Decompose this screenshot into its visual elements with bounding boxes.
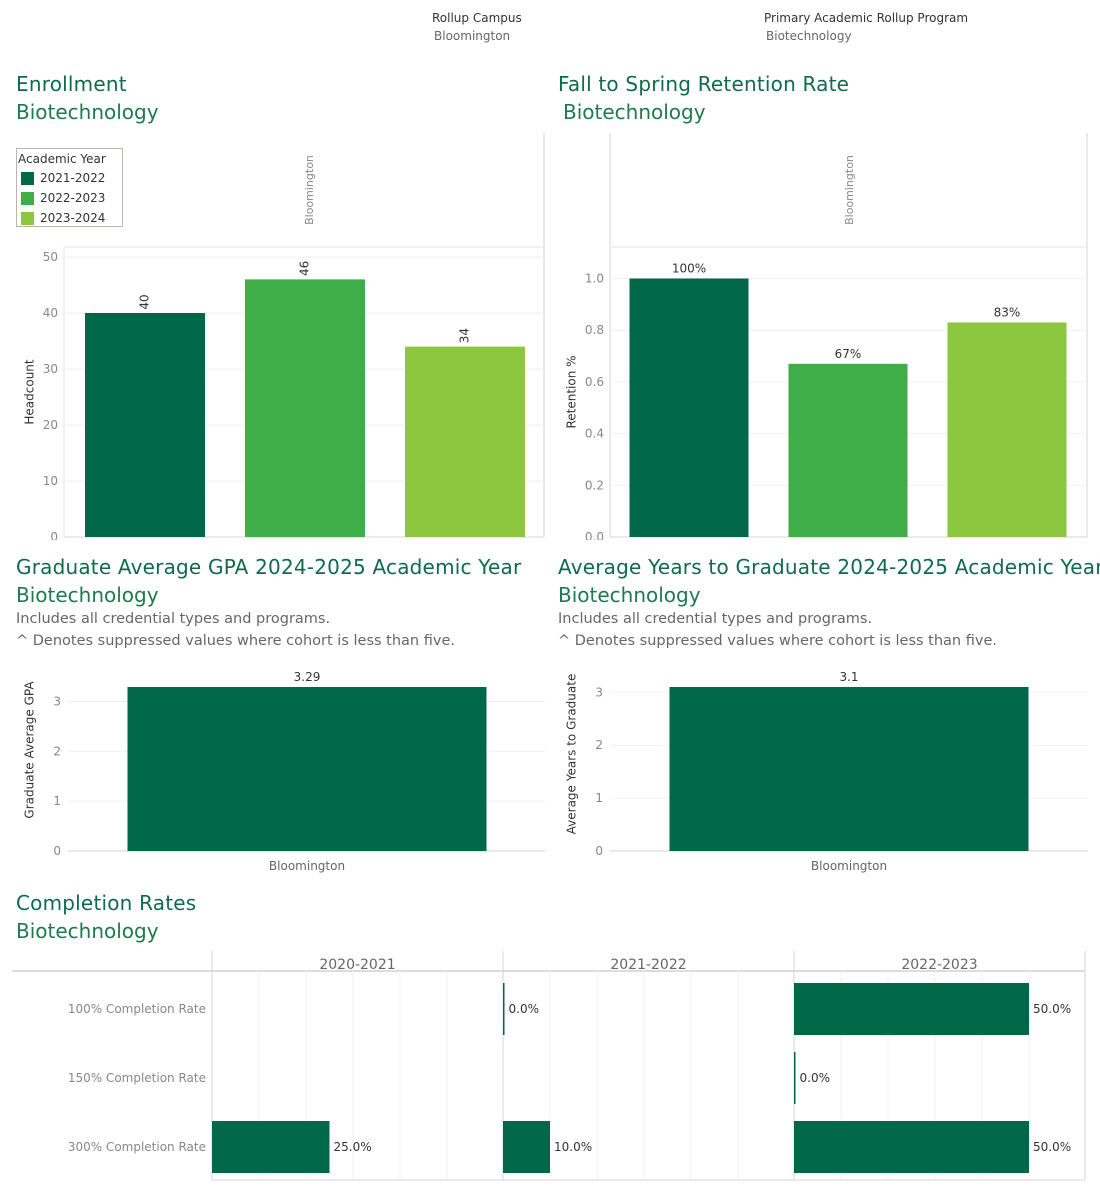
y-tick-label: 0.2: [585, 478, 604, 492]
y-tick-label: 3: [595, 685, 603, 699]
y-tick-label: 0.8: [585, 323, 604, 337]
retention-chart: 0.0 0.2 0.4 0.6 0.8 1.0 100% 67% 83% Bloomingto…: [565, 133, 1088, 540]
completion-column-header: 2022-2023: [901, 957, 977, 973]
y-tick-label: 1: [53, 794, 61, 808]
bar-value-label: 3.29: [294, 670, 321, 684]
gpa-title: Graduate Average GPA 2024-2025 Academic …: [16, 555, 522, 579]
completion-value-label: 0.0%: [800, 1071, 831, 1085]
campus-filter-label: Rollup Campus: [432, 11, 522, 25]
years-subtitle: Biotechnology: [558, 583, 701, 607]
completion-subtitle: Biotechnology: [16, 919, 159, 943]
y-tick-label: 1.0: [585, 272, 604, 286]
bar-value-label: 100%: [672, 262, 706, 276]
gpa-subtitle: Biotechnology: [16, 583, 159, 607]
years-note-credentials: Includes all credential types and progra…: [558, 611, 873, 627]
completion-bar[interactable]: [794, 983, 1029, 1035]
retention-title: Fall to Spring Retention Rate: [558, 72, 850, 96]
bar-value-label: 34: [458, 328, 472, 343]
bar-2023-2024[interactable]: [947, 322, 1067, 537]
enrollment-subtitle: Biotechnology: [16, 100, 159, 124]
bar-2022-2023[interactable]: [245, 279, 365, 537]
years-note-suppressed: ^ Denotes suppressed values where cohort…: [558, 633, 997, 649]
completion-value-label: 50.0%: [1033, 1140, 1071, 1154]
legend-swatch: [21, 171, 34, 185]
y-tick-label: 1: [595, 791, 603, 805]
y-tick-label: 10: [43, 474, 58, 488]
completion-row-label: 150% Completion Rate: [68, 1071, 206, 1085]
bar-value-label: 83%: [994, 305, 1021, 319]
legend-item-2022-2023[interactable]: 2022-2023: [21, 191, 105, 205]
bar-2022-2023[interactable]: [788, 363, 908, 537]
completion-chart: 2020-2021 2021-2022 2022-2023 100% Complet…: [12, 951, 1086, 1181]
legend-title: Academic Year: [18, 152, 106, 166]
legend-label: 2021-2022: [40, 171, 106, 185]
completion-value-label: 0.0%: [509, 1002, 540, 1016]
years-category-label: Bloomington: [811, 859, 887, 873]
retention-y-axis-title: Retention %: [565, 355, 579, 428]
years-y-axis-title: Average Years to Graduate: [565, 674, 579, 835]
completion-column-header: 2021-2022: [610, 957, 686, 973]
gpa-category-label: Bloomington: [269, 859, 345, 873]
enrollment-legend[interactable]: Academic Year 2021-2022 2022-2023 2023-2…: [16, 148, 123, 227]
completion-value-label: 25.0%: [334, 1140, 372, 1154]
y-tick-label: 40: [43, 306, 58, 320]
gpa-y-axis-title: Graduate Average GPA: [23, 681, 37, 819]
bar-Bloomington[interactable]: [127, 687, 487, 851]
completion-bar[interactable]: [794, 1052, 796, 1104]
bar-2021-2022[interactable]: [85, 313, 205, 537]
legend-item-2023-2024[interactable]: 2023-2024: [21, 211, 105, 225]
completion-value-label: 50.0%: [1033, 1002, 1071, 1016]
legend-label: 2022-2023: [40, 191, 106, 205]
y-tick-label: 0.0: [585, 530, 604, 540]
completion-bar[interactable]: [503, 1121, 550, 1173]
completion-bar[interactable]: [794, 1121, 1029, 1173]
gpa-note-suppressed: ^ Denotes suppressed values where cohort…: [16, 633, 455, 649]
enrollment-title: Enrollment: [16, 72, 127, 96]
y-tick-label: 0: [595, 844, 603, 858]
years-title: Average Years to Graduate 2024-2025 Acad…: [558, 555, 1100, 579]
bar-2023-2024[interactable]: [405, 346, 525, 537]
legend-label: 2023-2024: [40, 211, 106, 225]
completion-value-label: 10.0%: [554, 1140, 592, 1154]
program-filter-label: Primary Academic Rollup Program: [764, 11, 969, 25]
y-tick-label: 0: [53, 844, 61, 858]
bar-value-label: 46: [298, 261, 312, 276]
legend-swatch: [21, 211, 34, 225]
enrollment-facet-label: Bloomington: [303, 155, 316, 225]
completion-bar[interactable]: [503, 983, 505, 1035]
bar-value-label: 40: [138, 294, 152, 309]
completion-row-label: 300% Completion Rate: [68, 1140, 206, 1154]
y-tick-label: 0.4: [585, 427, 604, 441]
bar-2021-2022[interactable]: [629, 278, 749, 538]
years-chart: 0 1 2 3 3.1 Bloomington Average Years to Gr…: [565, 670, 1088, 873]
bar-value-label: 67%: [835, 347, 862, 361]
program-filter-value[interactable]: Biotechnology: [766, 29, 852, 43]
y-tick-label: 2: [595, 738, 603, 752]
legend-swatch: [21, 191, 34, 205]
y-tick-label: 20: [43, 418, 58, 432]
completion-title: Completion Rates: [16, 891, 197, 915]
y-tick-label: 50: [43, 250, 58, 264]
y-tick-label: 0: [50, 530, 58, 540]
retention-facet-label: Bloomington: [843, 155, 856, 225]
y-tick-label: 2: [53, 744, 61, 758]
gpa-note-credentials: Includes all credential types and progra…: [16, 611, 331, 627]
bar-value-label: 3.1: [839, 670, 858, 684]
campus-filter-value[interactable]: Bloomington: [434, 29, 511, 43]
y-tick-label: 3: [53, 694, 61, 708]
y-tick-label: 0.6: [585, 375, 604, 389]
y-tick-label: 30: [43, 362, 58, 376]
gpa-chart: 0 1 2 3 3.29 Bloomington Graduate Average G…: [23, 670, 545, 873]
bar-Bloomington[interactable]: [669, 687, 1029, 851]
enrollment-chart: 0 10 20 30 40 50 40 46 34 Bloomington Headcount: [23, 133, 545, 540]
legend-item-2021-2022[interactable]: 2021-2022: [21, 171, 105, 185]
completion-column-header: 2020-2021: [319, 957, 395, 973]
completion-row-label: 100% Completion Rate: [68, 1002, 206, 1016]
completion-bar[interactable]: [212, 1121, 330, 1173]
enrollment-y-axis-title: Headcount: [23, 359, 37, 425]
retention-subtitle: Biotechnology: [563, 100, 706, 124]
